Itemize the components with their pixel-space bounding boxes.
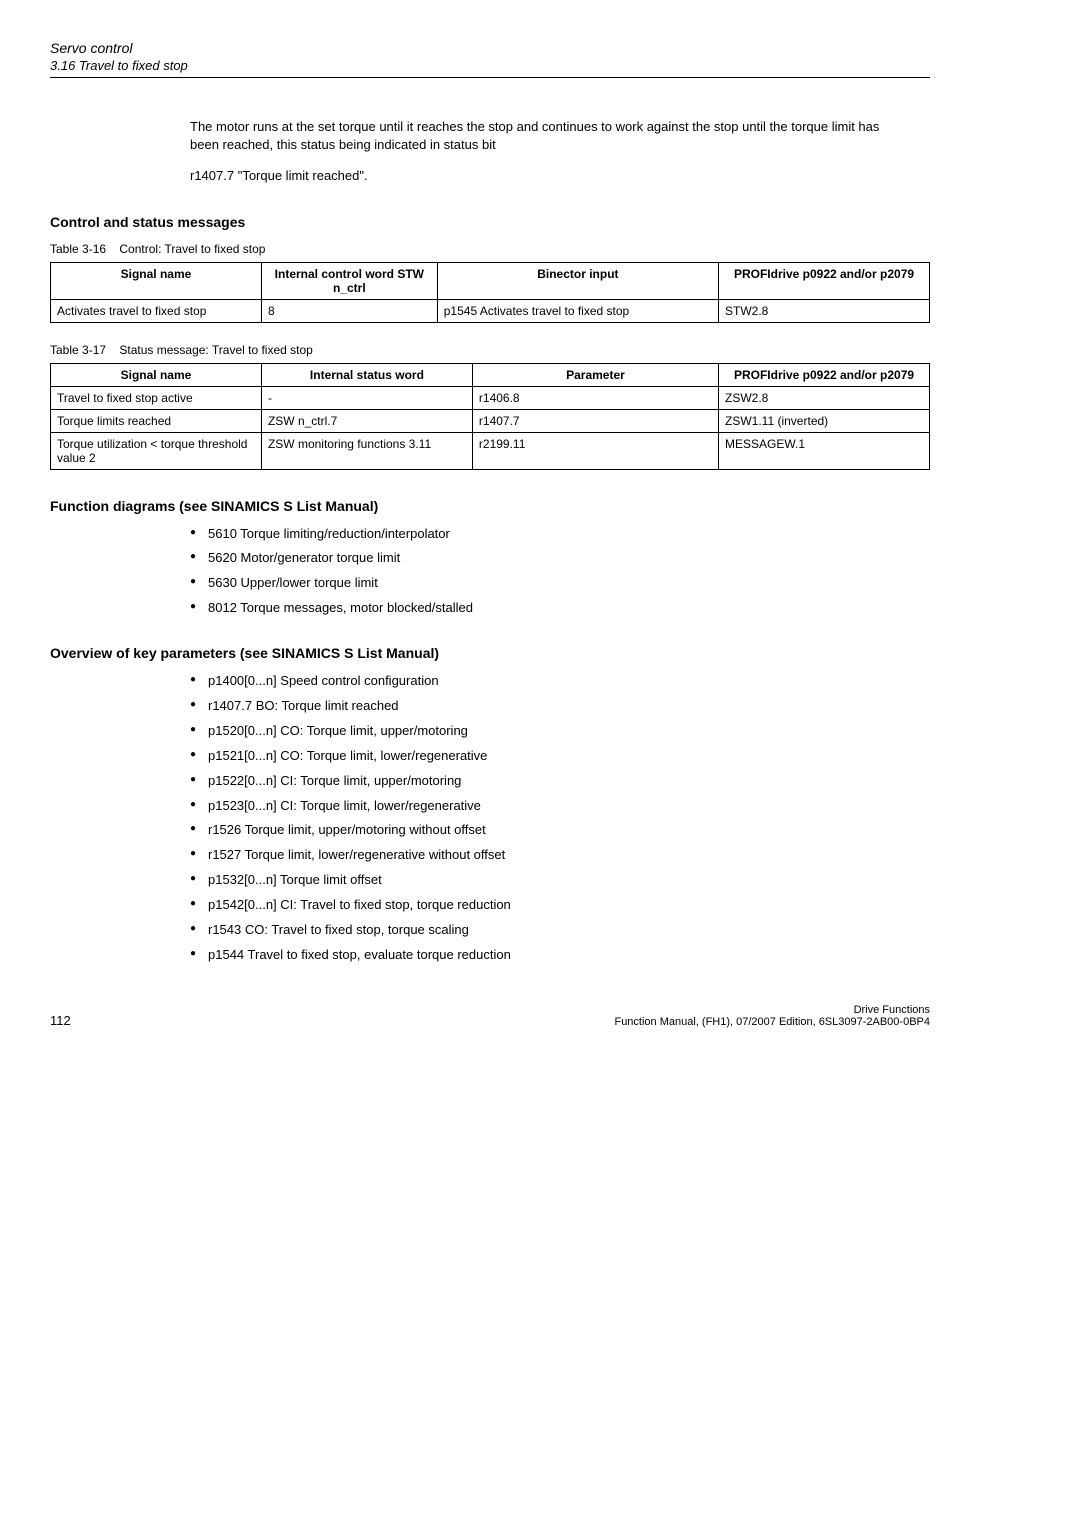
table-cell: ZSW n_ctrl.7 <box>261 409 472 432</box>
table-header-cell: Internal status word <box>261 363 472 386</box>
list-item: r1543 CO: Travel to fixed stop, torque s… <box>190 922 930 939</box>
footer-right-block: Drive Functions Function Manual, (FH1), … <box>614 1004 930 1028</box>
footer-line-2: Function Manual, (FH1), 07/2007 Edition,… <box>614 1016 930 1028</box>
list-item: p1523[0...n] CI: Torque limit, lower/reg… <box>190 798 930 815</box>
list-item: p1400[0...n] Speed control configuration <box>190 673 930 690</box>
table-header-cell: Parameter <box>472 363 718 386</box>
table-cell: r1407.7 <box>472 409 718 432</box>
list-item: p1544 Travel to fixed stop, evaluate tor… <box>190 947 930 964</box>
table-row: Torque utilization < torque threshold va… <box>51 432 930 469</box>
list-item: r1527 Torque limit, lower/regenerative w… <box>190 847 930 864</box>
table-header-cell: Signal name <box>51 262 262 299</box>
table-caption-prefix: Table 3-17 <box>50 343 106 357</box>
table-caption-text: Control: Travel to fixed stop <box>119 242 265 256</box>
page-header-subtitle: 3.16 Travel to fixed stop <box>50 58 930 78</box>
table-cell: Activates travel to fixed stop <box>51 299 262 322</box>
list-item: r1526 Torque limit, upper/motoring witho… <box>190 822 930 839</box>
intro-paragraph-1: The motor runs at the set torque until i… <box>190 118 910 154</box>
list-item: 5630 Upper/lower torque limit <box>190 575 930 592</box>
list-item: p1542[0...n] CI: Travel to fixed stop, t… <box>190 897 930 914</box>
intro-paragraph-2: r1407.7 "Torque limit reached". <box>190 167 910 185</box>
section-heading-function-diagrams: Function diagrams (see SINAMICS S List M… <box>50 498 930 514</box>
table-header-cell: Binector input <box>437 262 718 299</box>
list-item: r1407.7 BO: Torque limit reached <box>190 698 930 715</box>
table-3-16: Signal name Internal control word STW n_… <box>50 262 930 323</box>
table-cell: r2199.11 <box>472 432 718 469</box>
table-3-16-caption: Table 3-16 Control: Travel to fixed stop <box>50 242 930 256</box>
function-diagrams-list: 5610 Torque limiting/reduction/interpola… <box>190 526 930 618</box>
list-item: p1532[0...n] Torque limit offset <box>190 872 930 889</box>
section-heading-control-status: Control and status messages <box>50 214 930 230</box>
footer-line-1: Drive Functions <box>614 1004 930 1016</box>
table-3-17: Signal name Internal status word Paramet… <box>50 363 930 470</box>
table-row: Torque limits reached ZSW n_ctrl.7 r1407… <box>51 409 930 432</box>
table-row: Travel to fixed stop active - r1406.8 ZS… <box>51 386 930 409</box>
list-item: p1521[0...n] CO: Torque limit, lower/reg… <box>190 748 930 765</box>
table-caption-text: Status message: Travel to fixed stop <box>119 343 312 357</box>
table-cell: Torque utilization < torque threshold va… <box>51 432 262 469</box>
key-parameters-list: p1400[0...n] Speed control configuration… <box>190 673 930 964</box>
page-footer: 112 Drive Functions Function Manual, (FH… <box>50 1004 930 1028</box>
list-item: 5620 Motor/generator torque limit <box>190 550 930 567</box>
table-header-cell: PROFIdrive p0922 and/or p2079 <box>719 363 930 386</box>
table-cell: MESSAGEW.1 <box>719 432 930 469</box>
table-header-row: Signal name Internal control word STW n_… <box>51 262 930 299</box>
table-header-cell: PROFIdrive p0922 and/or p2079 <box>719 262 930 299</box>
list-item: p1520[0...n] CO: Torque limit, upper/mot… <box>190 723 930 740</box>
table-header-cell: Internal control word STW n_ctrl <box>261 262 437 299</box>
list-item: 5610 Torque limiting/reduction/interpola… <box>190 526 930 543</box>
table-cell: ZSW monitoring functions 3.11 <box>261 432 472 469</box>
table-cell: ZSW1.11 (inverted) <box>719 409 930 432</box>
list-item: p1522[0...n] CI: Torque limit, upper/mot… <box>190 773 930 790</box>
page-number: 112 <box>50 1013 71 1028</box>
table-header-cell: Signal name <box>51 363 262 386</box>
table-cell: r1406.8 <box>472 386 718 409</box>
table-cell: STW2.8 <box>719 299 930 322</box>
list-item: 8012 Torque messages, motor blocked/stal… <box>190 600 930 617</box>
table-3-17-caption: Table 3-17 Status message: Travel to fix… <box>50 343 930 357</box>
table-cell: - <box>261 386 472 409</box>
table-cell: Torque limits reached <box>51 409 262 432</box>
table-cell: 8 <box>261 299 437 322</box>
table-cell: p1545 Activates travel to fixed stop <box>437 299 718 322</box>
table-caption-prefix: Table 3-16 <box>50 242 106 256</box>
table-cell: ZSW2.8 <box>719 386 930 409</box>
section-heading-key-parameters: Overview of key parameters (see SINAMICS… <box>50 645 930 661</box>
page-header-title: Servo control <box>50 40 930 56</box>
table-row: Activates travel to fixed stop 8 p1545 A… <box>51 299 930 322</box>
table-header-row: Signal name Internal status word Paramet… <box>51 363 930 386</box>
table-cell: Travel to fixed stop active <box>51 386 262 409</box>
